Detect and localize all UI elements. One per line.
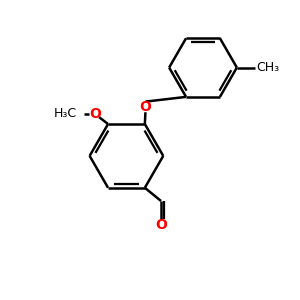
Text: O: O: [155, 218, 167, 232]
Text: O: O: [89, 107, 101, 121]
Text: O: O: [140, 100, 152, 114]
Text: CH₃: CH₃: [256, 61, 279, 74]
Text: H₃C: H₃C: [54, 107, 77, 120]
